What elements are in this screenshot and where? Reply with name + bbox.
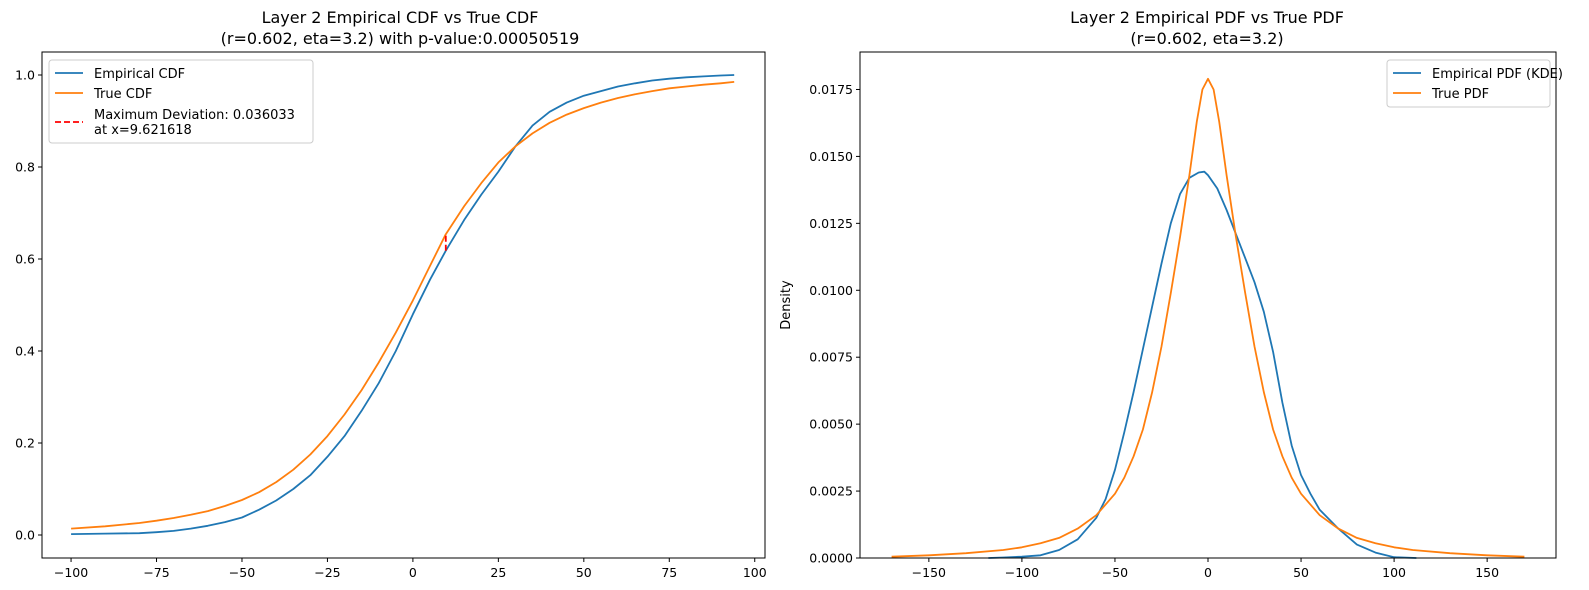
pdf-x-tick-label: 50	[1293, 565, 1309, 580]
cdf-legend-box	[48, 59, 314, 144]
cdf-x-tick-label: −50	[229, 565, 255, 580]
cdf-x-tick-label: −100	[54, 565, 88, 580]
cdf-plot-frame	[41, 51, 766, 559]
cdf-series-line-1	[71, 74, 735, 535]
cdf-y-tick-label: 0.0	[15, 528, 35, 543]
cdf-x-axis: −100 −75 −50 −25 0 25 50 75 100	[54, 558, 767, 580]
cdf-y-tick-label: 0.2	[15, 436, 35, 451]
pdf-legend: Empirical PDF (KDE) True PDF	[1386, 59, 1563, 108]
cdf-legend: Empirical CDF True CDF Maximum Deviation…	[48, 59, 314, 144]
cdf-y-tick-label: 0.8	[15, 160, 35, 175]
pdf-x-axis: −150 −100 −50 0 50 100 150	[912, 558, 1499, 580]
pdf-series-group	[891, 77, 1525, 559]
pdf-legend-label-true: True PDF	[1431, 87, 1489, 102]
pdf-x-tick-label: 100	[1382, 565, 1406, 580]
cdf-y-tick-label: 1.0	[15, 68, 35, 83]
cdf-x-tick-label: −75	[143, 565, 169, 580]
pdf-chart-title-line2: (r=0.602, eta=3.2)	[1130, 29, 1283, 48]
pdf-x-tick-label: −50	[1102, 565, 1128, 580]
cdf-x-tick-label: 75	[661, 565, 677, 580]
cdf-chart-title-line2: (r=0.602, eta=3.2) with p-value:0.000505…	[221, 29, 580, 48]
cdf-legend-label-empirical: Empirical CDF	[94, 67, 185, 82]
pdf-y-axis: 0.0000 0.0025 0.0050 0.0075 0.0100 0.0125 0.01…	[809, 82, 860, 566]
cdf-x-tick-label: 100	[743, 565, 767, 580]
pdf-chart-title-line1: Layer 2 Empirical PDF vs True PDF	[1070, 8, 1344, 27]
cdf-x-tick-label: −25	[314, 565, 340, 580]
pdf-y-tick-label: 0.0000	[809, 551, 853, 566]
cdf-series-group	[71, 74, 735, 535]
pdf-y-tick-label: 0.0150	[809, 149, 853, 164]
pdf-y-tick-label: 0.0025	[809, 484, 853, 499]
pdf-series-line-2	[891, 77, 1525, 558]
pdf-x-tick-label: −100	[1005, 565, 1039, 580]
pdf-x-tick-label: 0	[1204, 565, 1212, 580]
pdf-series-line-1	[988, 170, 1417, 559]
pdf-y-tick-label: 0.0075	[809, 350, 853, 365]
cdf-legend-label-deviation: Maximum Deviation: 0.036033	[94, 108, 295, 123]
cdf-x-tick-label: 0	[409, 565, 417, 580]
cdf-chart: Layer 2 Empirical CDF vs True CDF (r=0.6…	[15, 8, 767, 580]
pdf-y-tick-label: 0.0125	[809, 216, 853, 231]
pdf-y-tick-label: 0.0050	[809, 417, 853, 432]
cdf-legend-label-deviation-x: at x=9.621618	[94, 123, 192, 138]
pdf-y-tick-label: 0.0100	[809, 283, 853, 298]
cdf-chart-title-line1: Layer 2 Empirical CDF vs True CDF	[262, 8, 539, 27]
pdf-x-tick-label: −150	[912, 565, 946, 580]
pdf-y-tick-label: 0.0175	[809, 82, 853, 97]
cdf-series-line-2	[71, 81, 735, 530]
pdf-chart: Layer 2 Empirical PDF vs True PDF (r=0.6…	[779, 8, 1563, 580]
pdf-legend-box	[1386, 59, 1551, 108]
cdf-y-axis: 0.0 0.2 0.4 0.6 0.8 1.0	[15, 68, 42, 543]
pdf-plot-frame	[859, 51, 1557, 559]
pdf-legend-label-empirical: Empirical PDF (KDE)	[1432, 67, 1563, 82]
pdf-x-tick-label: 150	[1475, 565, 1499, 580]
cdf-x-tick-label: 25	[490, 565, 506, 580]
cdf-legend-label-true: True CDF	[93, 87, 152, 102]
pdf-y-axis-label: Density	[779, 280, 794, 330]
cdf-x-tick-label: 50	[576, 565, 592, 580]
cdf-y-tick-label: 0.4	[15, 344, 35, 359]
cdf-y-tick-label: 0.6	[15, 252, 35, 267]
